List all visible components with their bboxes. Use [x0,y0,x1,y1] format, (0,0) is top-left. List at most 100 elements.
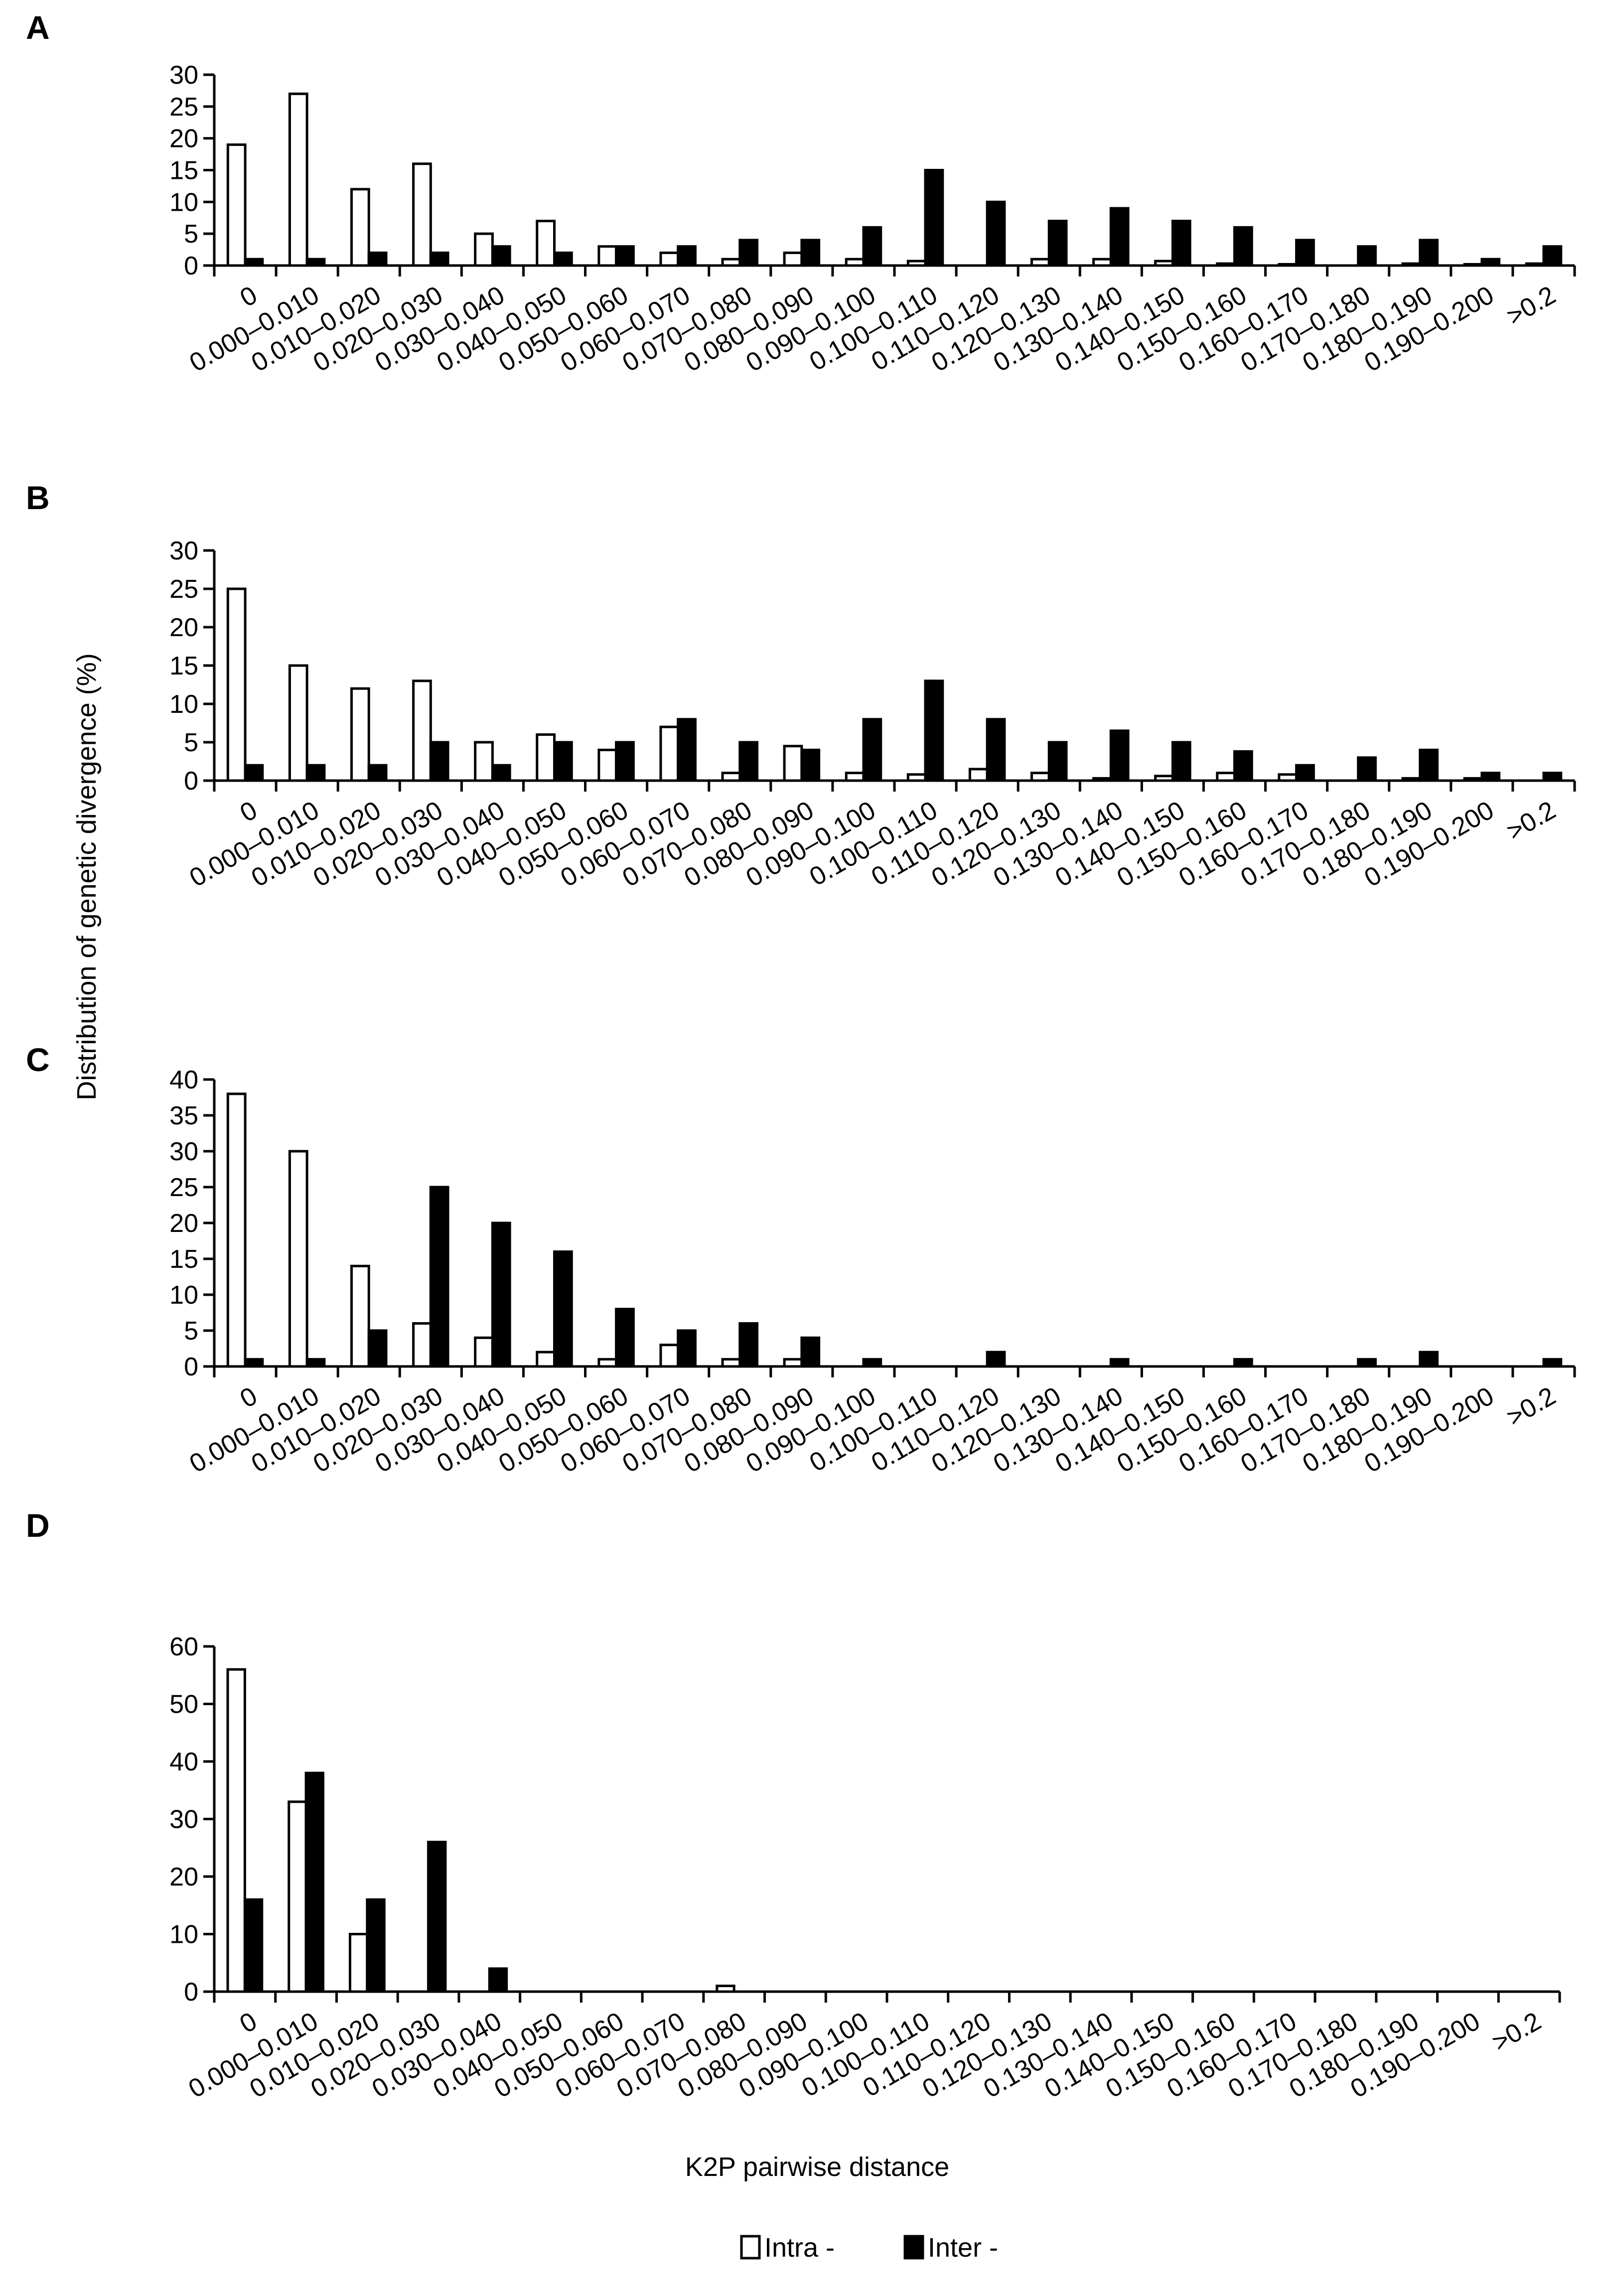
bar-inter [1233,750,1253,782]
panel-a: A05101520253000.000–0.0100.010–0.0200.02… [26,9,1576,378]
panel-letter: A [26,9,50,46]
x-tick-label: 0 [235,280,262,313]
bar-intra [659,251,680,267]
y-tick-label: 5 [184,1317,198,1346]
y-tick-label: 30 [169,1137,198,1166]
bar-intra [1463,777,1483,782]
y-tick-label: 35 [169,1101,198,1130]
bar-inter [924,679,944,782]
y-tick-label: 25 [169,575,198,604]
bar-intra [288,92,308,267]
bar-inter [366,1898,386,1993]
y-tick-label: 0 [184,252,198,280]
y-tick-label: 10 [169,690,198,719]
bar-intra [906,773,927,782]
bar-intra [845,772,865,782]
bar-inter [862,226,882,267]
x-tick-label: 0 [235,2007,262,2039]
bar-intra [783,251,803,267]
bar-intra [659,1344,680,1368]
bar-inter [862,1358,882,1368]
bar-intra [1154,775,1174,782]
bar-inter [1295,239,1315,267]
y-tick-label: 20 [169,613,198,642]
bar-inter [244,1358,264,1368]
bar-inter [800,239,821,267]
bar-intra [1092,777,1112,782]
bar-intra [412,679,432,782]
bar-intra [288,664,308,782]
bar-inter [1357,1358,1377,1368]
bar-inter [1419,748,1439,782]
bar-inter [1047,220,1068,267]
bar-intra [1154,260,1174,267]
bar-inter [491,1221,511,1368]
bar-inter [1233,1358,1253,1368]
y-tick-label: 30 [169,537,198,565]
bar-inter [615,1308,635,1368]
bar-inter [986,718,1006,782]
panels: A05101520253000.000–0.0100.010–0.0200.02… [26,9,1576,2104]
y-tick-label: 60 [169,1632,198,1661]
bar-inter [1357,756,1377,782]
bar-intra [721,1358,741,1368]
bar-inter [305,258,326,267]
y-tick-label: 10 [169,188,198,217]
x-tick-label: >0.2 [1502,796,1561,846]
legend-swatch-intra [740,2235,761,2260]
bar-intra [226,1092,247,1368]
bar-inter [1171,741,1191,782]
y-tick-label: 0 [184,1352,198,1381]
legend-label-intra: Intra - [764,2233,835,2263]
y-tick-label: 10 [169,1281,198,1310]
bar-intra [1216,262,1236,267]
bar-intra [226,143,247,267]
y-tick-label: 30 [169,1805,198,1834]
bar-intra [1278,773,1298,782]
y-tick-label: 20 [169,125,198,153]
x-axis-title: K2P pairwise distance [685,2152,949,2182]
bar-intra [968,768,989,782]
y-tick-label: 15 [169,156,198,185]
x-tick-label: 0 [235,1381,262,1414]
bar-inter [367,251,388,267]
bar-intra [1092,258,1112,267]
bar-intra [1525,262,1545,267]
x-tick-label: >0.2 [1487,2007,1546,2057]
bar-inter [924,169,944,267]
bar-inter [427,1841,447,1993]
bar-intra [597,245,618,267]
legend: Intra - Inter - [740,2233,998,2263]
bar-inter [429,251,449,267]
y-tick-label: 10 [169,1920,198,1949]
bar-inter [304,1771,324,1993]
bar-intra [597,1358,618,1368]
bar-inter [1171,220,1191,267]
y-tick-label: 0 [184,767,198,796]
bar-intra [536,733,556,782]
bar-inter [986,1351,1006,1368]
bar-intra [226,587,247,782]
bar-inter [738,741,759,782]
bar-intra [783,1358,803,1368]
bar-inter [1419,1351,1439,1368]
y-tick-label: 0 [184,1978,198,2007]
y-tick-label: 20 [169,1863,198,1891]
bar-inter [553,251,573,267]
bar-inter [615,741,635,782]
y-tick-label: 5 [184,220,198,249]
panel-letter: B [26,479,50,516]
bar-intra [845,258,865,267]
bar-intra [1401,262,1422,267]
bar-inter [367,764,388,782]
bar-intra [412,1322,432,1368]
bar-inter [677,1329,697,1368]
y-tick-label: 30 [169,61,198,90]
legend-swatch-inter [903,2235,924,2260]
bar-intra [474,232,494,267]
bar-intra [288,1150,308,1368]
legend-label-inter: Inter - [928,2233,998,2263]
y-tick-label: 5 [184,728,198,757]
bar-inter [1047,741,1068,782]
bar-inter [244,258,264,267]
